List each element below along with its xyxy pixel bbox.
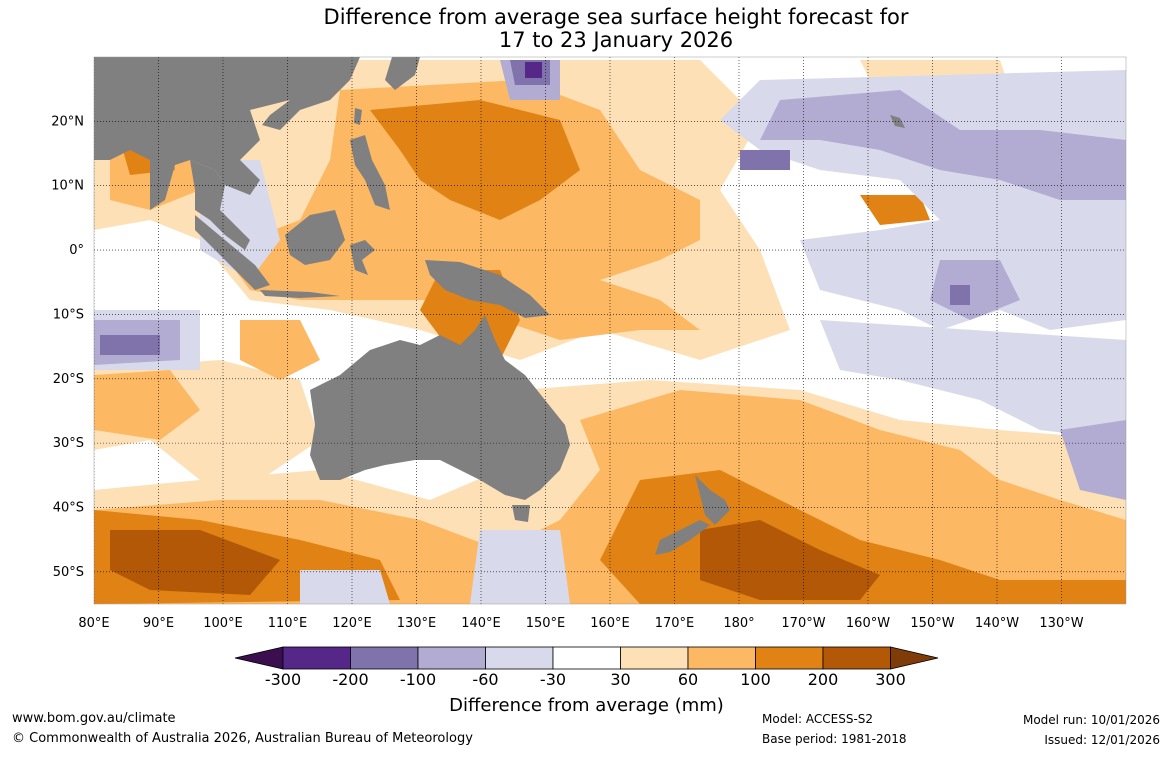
- land-tasmania: [512, 505, 530, 522]
- colorbar-tick-label: 300: [875, 670, 906, 689]
- map-frame: [93, 56, 1127, 605]
- anomaly-region-brown: [110, 530, 280, 595]
- latitude-tick-label: 20°N: [51, 114, 84, 129]
- anomaly-region-orange: [220, 80, 700, 340]
- colorbar-title: Difference from average (mm): [449, 695, 724, 716]
- colorbar-segment: [485, 646, 554, 670]
- colorbar-tick-label: -300: [264, 670, 302, 689]
- colorbar-tick-label: 60: [677, 670, 699, 689]
- colorbar-tick-label: -100: [399, 670, 437, 689]
- colorbar-tick-label: 200: [807, 670, 839, 689]
- land-sumatra: [195, 215, 270, 290]
- land-australia: [310, 315, 570, 500]
- longitude-tick-label: 130°E: [397, 616, 437, 631]
- land-philippines: [350, 135, 390, 210]
- latitude-tick-label: 30°S: [53, 436, 84, 451]
- chart-title-line1: Difference from average sea surface heig…: [323, 5, 909, 29]
- latitude-tick-label: 40°S: [53, 500, 84, 515]
- land-new-guinea: [425, 260, 550, 318]
- longitude-tick-label: 160°W: [846, 616, 890, 631]
- copyright-text: © Commonwealth of Australia 2026, Austra…: [12, 731, 473, 746]
- longitude-tick-label: 110°E: [268, 616, 308, 631]
- colorbar-tick-label: -30: [539, 670, 567, 689]
- anomaly-region-pale-purple: [470, 530, 570, 604]
- map-area: [94, 57, 1126, 604]
- longitude-tick-label: 140°E: [461, 616, 501, 631]
- land-masses: [94, 57, 905, 555]
- land-taiwan: [354, 108, 362, 125]
- colorbar-segment: [350, 646, 419, 670]
- anomaly-region-dark-purple: [525, 62, 542, 78]
- colorbar-segment: [552, 646, 621, 670]
- anomaly-region-medium-purple: [740, 150, 790, 170]
- longitude-tick-label: 140°W: [975, 616, 1019, 631]
- anomaly-region-orange: [94, 370, 200, 440]
- land-new-zealand-south: [655, 520, 710, 555]
- base-period: Base period: 1981-2018: [762, 732, 907, 746]
- land-java: [260, 290, 340, 298]
- website-link[interactable]: www.bom.gov.au/climate: [12, 711, 176, 726]
- colorbar-segment: [687, 646, 756, 670]
- grid-lines: [94, 57, 1126, 604]
- colorbar-extend-low: [234, 646, 284, 670]
- land-japan: [385, 57, 420, 90]
- longitude-tick-label: 150°W: [910, 616, 954, 631]
- longitude-tick-label: 100°E: [203, 616, 243, 631]
- longitude-tick-labels: 80°E 90°E 100°E 110°E 120°E 130°E 140°E 150°E 16…: [78, 616, 1083, 631]
- colorbar-segment: [620, 646, 689, 670]
- model-run-date: Model run: 10/01/2026: [1022, 713, 1160, 727]
- colorbar-segment: [282, 646, 351, 670]
- anomaly-region-medium-purple: [100, 335, 160, 355]
- anomaly-region-medium-purple: [950, 285, 970, 305]
- colorbar-segment: [417, 646, 486, 670]
- longitude-tick-label: 160°E: [590, 616, 630, 631]
- latitude-tick-label: 10°S: [53, 307, 84, 322]
- latitude-tick-label: 50°S: [53, 565, 84, 580]
- land-new-zealand-north: [695, 475, 730, 525]
- anomaly-region-pale-purple: [300, 570, 390, 604]
- colorbar: [234, 646, 939, 670]
- longitude-tick-label: 170°W: [781, 616, 825, 631]
- longitude-tick-label: 90°E: [143, 616, 174, 631]
- longitude-tick-label: 80°E: [78, 616, 109, 631]
- colorbar-tick-label: -60: [472, 670, 499, 689]
- latitude-tick-label: 0°: [69, 243, 84, 258]
- latitude-tick-label: 20°S: [53, 372, 84, 387]
- chart-title-line2: 17 to 23 January 2026: [498, 28, 734, 52]
- negative-anomaly-regions: [94, 60, 1126, 604]
- land-hawaii: [890, 115, 905, 128]
- anomaly-region-brown: [700, 520, 880, 600]
- longitude-tick-label: 120°E: [332, 616, 372, 631]
- land-sulawesi: [350, 240, 375, 275]
- colorbar-tick-label: -200: [332, 670, 369, 689]
- anomaly-region-pale-purple: [820, 320, 1126, 440]
- land-asia: [94, 57, 360, 210]
- anomaly-region-dark-orange: [860, 195, 930, 225]
- colorbar-tick-label: 30: [610, 670, 631, 689]
- land-indochina: [190, 160, 250, 250]
- issued-date: Issued: 12/01/2026: [1044, 733, 1160, 747]
- colorbar-tick-label: 100: [740, 670, 771, 689]
- colorbar-segment: [822, 646, 891, 670]
- latitude-tick-label: 10°N: [51, 179, 84, 194]
- longitude-tick-label: 180°: [723, 616, 754, 631]
- longitude-tick-label: 150°E: [526, 616, 566, 631]
- land-borneo: [285, 210, 345, 265]
- colorbar-segment: [755, 646, 824, 670]
- anomaly-region-light-purple: [760, 90, 1126, 200]
- colorbar-extend-high: [890, 646, 939, 670]
- latitude-tick-labels: 20°N 10°N 0° 10°S 20°S 30°S 40°S 50°S: [51, 114, 84, 579]
- anomaly-region-dark-orange: [370, 100, 580, 220]
- longitude-tick-label: 130°W: [1039, 616, 1083, 631]
- anomaly-region-orange: [240, 320, 320, 380]
- anomaly-region-light-purple: [1060, 420, 1126, 500]
- longitude-tick-label: 170°E: [655, 616, 695, 631]
- model-name: Model: ACCESS-S2: [762, 712, 874, 726]
